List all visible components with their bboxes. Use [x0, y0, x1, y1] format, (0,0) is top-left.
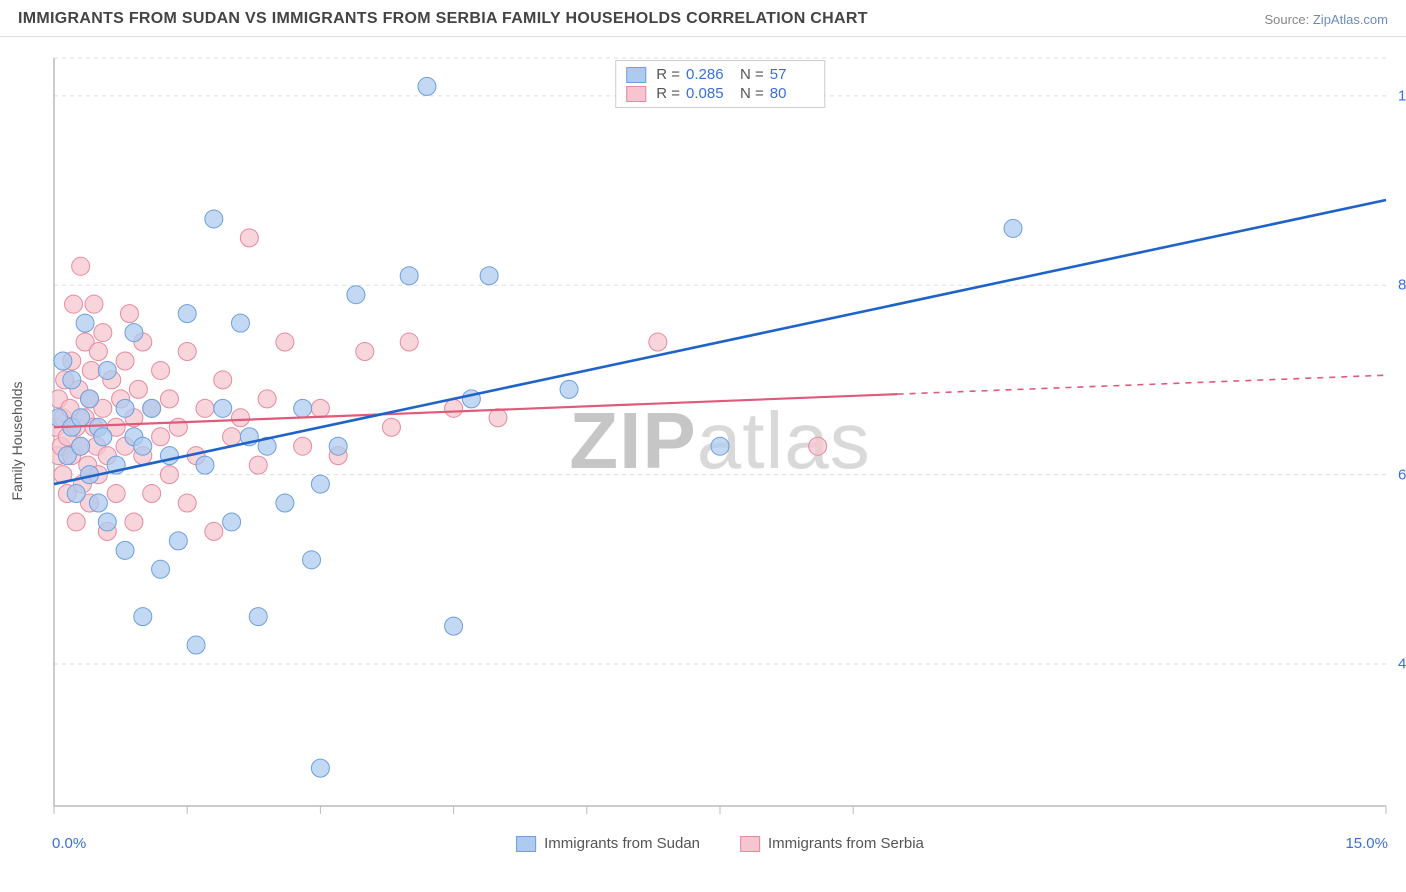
n-value-sudan: 57: [770, 66, 814, 83]
legend-item-sudan: Immigrants from Sudan: [516, 835, 700, 852]
source-link[interactable]: ZipAtlas.com: [1313, 12, 1388, 27]
x-axis-max-label: 15.0%: [1345, 835, 1388, 852]
scatter-plot: [52, 56, 1388, 826]
legend-row-serbia: R = 0.085 N = 80: [626, 84, 814, 103]
swatch-serbia-icon: [740, 836, 760, 852]
swatch-serbia: [626, 86, 646, 102]
r-value-serbia: 0.085: [686, 85, 730, 102]
header: IMMIGRANTS FROM SUDAN VS IMMIGRANTS FROM…: [0, 0, 1406, 37]
legend-stats: R = 0.286 N = 57 R = 0.085 N = 80: [615, 60, 825, 108]
swatch-sudan-icon: [516, 836, 536, 852]
legend-series: Immigrants from Sudan Immigrants from Se…: [516, 835, 924, 852]
y-tick-label: 100.0%: [1390, 87, 1406, 104]
swatch-sudan: [626, 67, 646, 83]
y-axis-label: Family Households: [9, 381, 25, 500]
chart-area: Family Households ZIPatlas 40.0%60.0%80.…: [52, 56, 1388, 826]
y-tick-label: 40.0%: [1390, 655, 1406, 672]
legend-row-sudan: R = 0.286 N = 57: [626, 65, 814, 84]
y-tick-label: 80.0%: [1390, 277, 1406, 294]
chart-title: IMMIGRANTS FROM SUDAN VS IMMIGRANTS FROM…: [18, 10, 868, 28]
legend-item-serbia: Immigrants from Serbia: [740, 835, 924, 852]
x-axis-min-label: 0.0%: [52, 835, 86, 852]
y-tick-label: 60.0%: [1390, 466, 1406, 483]
source-label: Source: ZipAtlas.com: [1264, 12, 1388, 27]
r-value-sudan: 0.286: [686, 66, 730, 83]
n-value-serbia: 80: [770, 85, 814, 102]
